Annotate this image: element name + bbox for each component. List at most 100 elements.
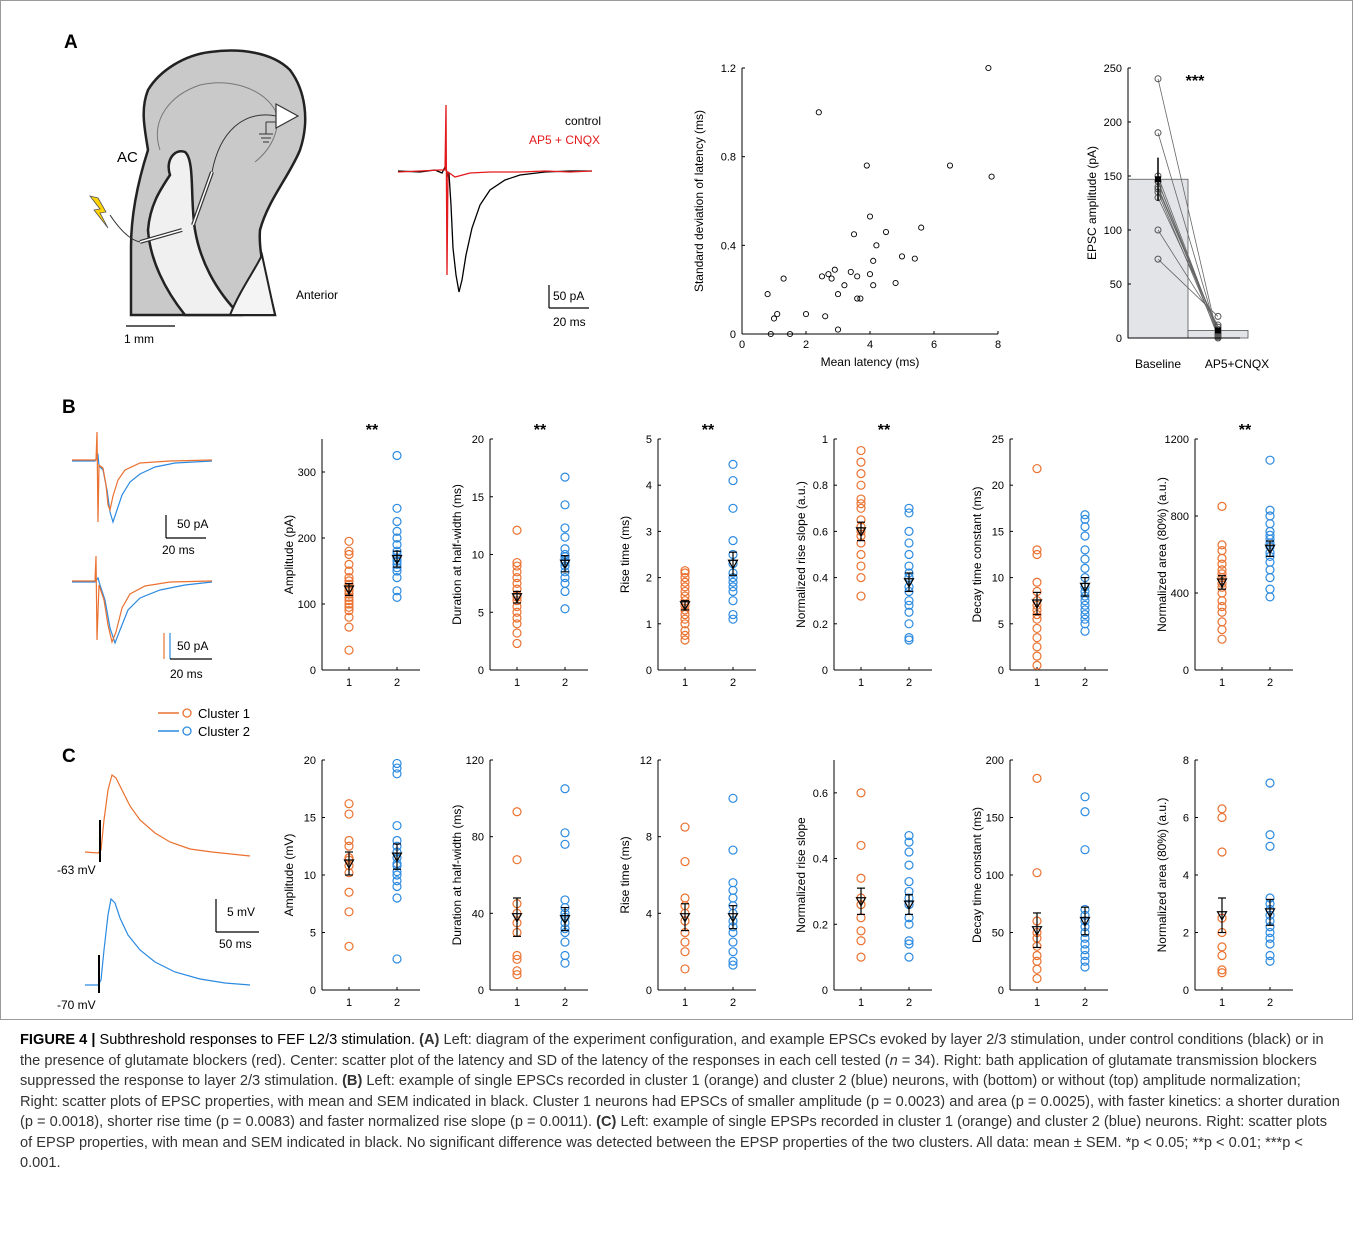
caption-b-text5: ) and faster normalized rise slope ( [290, 1114, 515, 1130]
y-tick-label: 0.8 [721, 152, 736, 164]
category-label: Baseline [1135, 357, 1181, 371]
cluster2-point [728, 845, 738, 855]
caption-p2: p = 0.0025 [1015, 1093, 1086, 1110]
cluster2-point [392, 758, 402, 769]
trace-b2-cluster1 [72, 555, 213, 644]
slice-diagram: AC Anterior 1 mm [88, 49, 338, 346]
cluster2-point [904, 860, 914, 870]
y-tick-label: 8 [646, 832, 652, 844]
cluster1-point [1217, 553, 1227, 563]
cluster1-point [680, 566, 690, 576]
cluster2-point [1080, 510, 1090, 520]
cluster2-point [1265, 830, 1275, 840]
baseline-point [1154, 226, 1162, 234]
y-tick-label: 10 [304, 870, 316, 882]
cluster1-point [1032, 614, 1042, 624]
data-point [857, 295, 864, 302]
legend-blocker: AP5 + CNQX [529, 133, 600, 147]
y-tick-label: 20 [472, 434, 484, 446]
x-tick-label: 4 [867, 339, 873, 351]
cluster1-point [1032, 660, 1042, 670]
cluster2-point [560, 544, 570, 554]
cluster2-point [1265, 584, 1275, 594]
cluster1-point [512, 970, 522, 980]
y-tick-label: 4 [646, 480, 652, 492]
y-axis-label: Duration at half-width (ms) [450, 484, 464, 625]
cluster2-point [1080, 619, 1090, 629]
cluster1-point [512, 954, 522, 964]
cluster1-point [680, 577, 690, 587]
x-tick-label: 8 [995, 339, 1001, 351]
cluster2-point [728, 793, 738, 803]
trace-scale-current: 50 pA [553, 289, 584, 303]
cluster2-point [392, 820, 402, 831]
recording-electrode-inner [192, 171, 213, 226]
cluster2-point [728, 475, 738, 486]
cluster2-point [904, 538, 914, 548]
y-tick-label: 100 [986, 870, 1004, 882]
data-point [841, 282, 848, 289]
caption-b-text3: ), with faster kinetics: a shorter durat… [20, 1093, 1340, 1131]
mean-marker [391, 852, 403, 863]
cluster1-point [344, 559, 354, 570]
caption-heading: FIGURE 4 | Subthreshold responses to FEF… [20, 1032, 415, 1048]
cluster2-point [1265, 505, 1275, 515]
legend-marker-cluster2 [182, 726, 192, 736]
mean-marker [1216, 911, 1228, 921]
cluster1-point [1217, 596, 1227, 606]
pair-line [1157, 197, 1219, 328]
cluster1-point [512, 557, 522, 568]
blocker-point [1214, 312, 1222, 320]
cluster1-point [344, 835, 354, 846]
y-tick-label: 0 [310, 985, 316, 997]
mean-marker [1264, 908, 1276, 919]
cluster1-point [512, 613, 522, 623]
cluster2-point [560, 839, 570, 849]
y-tick-label: 15 [472, 492, 484, 504]
pair-line [1157, 181, 1219, 338]
cluster1-point [512, 578, 522, 588]
bar [1127, 178, 1189, 339]
cluster1-point [680, 635, 690, 645]
pair-line [1157, 258, 1219, 317]
chart-B-area: 0 400 800 1200 1 2 ** Normalized area (80%) (a.… [1155, 422, 1293, 689]
mean-marker [727, 913, 739, 923]
data-point [770, 315, 778, 322]
cluster2-point [392, 954, 402, 964]
cluster1-point [344, 622, 354, 632]
mean-marker [1264, 544, 1276, 555]
cluster2-point [728, 582, 738, 592]
cluster2-point [904, 561, 914, 571]
cluster2-point [560, 958, 570, 968]
x-tick-label: 1 [1034, 997, 1040, 1009]
cluster1-point [344, 572, 354, 583]
mean-marker [511, 913, 523, 923]
x-axis-label: Mean latency (ms) [821, 355, 920, 369]
significance-marker: ** [878, 422, 891, 439]
figure-frame [0, 0, 1353, 1020]
y-axis-label: Amplitude (mV) [282, 834, 296, 917]
cluster1-point [856, 840, 866, 851]
chart-B-duration: 0 5 10 15 20 1 2 ** Duration at half-width (ms) [450, 422, 588, 689]
cluster2-point [1080, 792, 1090, 802]
cluster1-point [856, 936, 866, 946]
pair-line [1157, 229, 1219, 326]
trace-c-cluster2 [85, 897, 251, 986]
recording-wire [211, 114, 277, 173]
cluster1-point [1032, 642, 1042, 652]
cluster2-point [1265, 557, 1275, 567]
stimulation-wire [109, 214, 141, 243]
cluster1-point [344, 907, 354, 917]
x-tick-label: 2 [730, 677, 736, 689]
cluster2-point [904, 939, 914, 949]
y-tick-label: 0 [1116, 333, 1122, 345]
cluster1-point [1032, 463, 1042, 474]
legend-marker-cluster1 [182, 708, 192, 718]
x-tick-label: 1 [858, 677, 864, 689]
y-tick-label: 0 [730, 329, 736, 341]
data-point [822, 313, 829, 320]
cluster2-point [392, 516, 402, 527]
y-tick-label: 0 [1183, 985, 1189, 997]
y-tick-label: 0 [822, 665, 828, 677]
x-tick-label: 6 [931, 339, 937, 351]
